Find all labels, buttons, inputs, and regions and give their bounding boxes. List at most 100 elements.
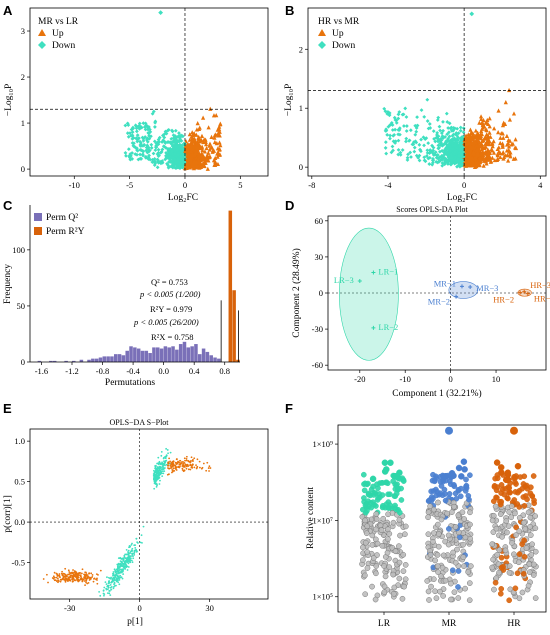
volcano-point-down xyxy=(401,112,406,117)
content-point xyxy=(491,586,497,593)
content-point xyxy=(377,522,384,529)
s-plot-point xyxy=(74,570,77,573)
volcano-point-down xyxy=(136,124,141,129)
s-plot-point xyxy=(205,469,208,472)
content-point xyxy=(516,514,523,521)
s-plot-point xyxy=(79,572,82,574)
histogram-bar xyxy=(178,344,183,362)
volcano-point-down xyxy=(440,134,445,139)
volcano-point-down xyxy=(412,149,417,154)
content-point xyxy=(367,499,374,506)
histogram-bar xyxy=(209,355,213,362)
volcano-point-down xyxy=(145,139,150,144)
score-point xyxy=(357,278,362,283)
volcano-point-down xyxy=(166,149,171,154)
s-plot-point xyxy=(152,474,155,477)
content-point xyxy=(430,506,437,513)
x-tick-label: -20 xyxy=(354,374,365,384)
content-point xyxy=(463,476,469,483)
s-plot-point xyxy=(55,576,58,579)
volcano-point-down xyxy=(172,147,177,152)
s-plot-point xyxy=(130,555,132,557)
volcano-point-down xyxy=(451,125,456,130)
volcano-point-down xyxy=(170,158,175,163)
volcano-point-down xyxy=(440,148,444,153)
volcano-point-down xyxy=(419,137,423,142)
volcano-point-up xyxy=(211,148,217,153)
annotation-q2: Q² = 0.753 xyxy=(151,277,188,287)
score-point-label: LR−3 xyxy=(334,275,354,285)
content-point-high xyxy=(381,459,389,466)
s-plot-point xyxy=(77,572,80,575)
volcano-point-up xyxy=(487,130,492,135)
s-plot-point xyxy=(126,569,129,571)
x-tick-label: -8 xyxy=(308,180,315,190)
s-plot-point xyxy=(109,594,112,596)
s-plot-point xyxy=(63,573,66,575)
volcano-point-down xyxy=(433,152,437,157)
content-point xyxy=(489,564,495,571)
content-point xyxy=(521,553,528,560)
volcano-point-up xyxy=(511,156,516,161)
volcano-point-down xyxy=(175,140,180,144)
histogram-bar xyxy=(121,355,126,362)
s-plot-point xyxy=(201,466,204,469)
s-plot-point xyxy=(187,460,190,463)
s-plot-point xyxy=(161,475,164,478)
content-point xyxy=(515,559,522,566)
volcano-point-up xyxy=(504,133,510,139)
s-plot-point xyxy=(156,478,159,481)
content-point xyxy=(438,516,445,523)
volcano-point-down xyxy=(165,155,169,160)
s-plot-point xyxy=(161,470,164,473)
volcano-point-up xyxy=(478,142,483,147)
volcano-point-down xyxy=(442,150,447,155)
s-plot-point xyxy=(85,581,87,584)
volcano-point-down xyxy=(168,146,173,151)
s-plot-point xyxy=(121,569,124,572)
s-plot-point xyxy=(42,578,45,580)
content-point xyxy=(498,554,505,561)
s-plot-point xyxy=(57,574,59,577)
content-point xyxy=(492,475,498,482)
annotation-r2y-p: p < 0.005 (26/200) xyxy=(133,317,199,327)
s-plot-point xyxy=(83,576,85,579)
s-plot-point xyxy=(88,572,91,575)
volcano-point-up xyxy=(506,158,511,163)
s-plot-point xyxy=(155,470,158,473)
volcano-point-down xyxy=(393,127,398,132)
content-point xyxy=(389,544,396,551)
volcano-point-down xyxy=(443,151,447,156)
volcano-point-up xyxy=(196,135,201,141)
volcano-point-down xyxy=(164,150,168,155)
content-point xyxy=(466,580,473,586)
y-tick-label: 50 xyxy=(17,301,26,311)
content-point xyxy=(451,482,457,488)
volcano-point-up xyxy=(484,136,490,141)
volcano-point-up xyxy=(184,162,189,168)
s-plot-point xyxy=(51,577,54,579)
content-point xyxy=(400,551,407,558)
content-point xyxy=(504,529,510,536)
volcano-point-down xyxy=(426,141,431,146)
s-plot-point xyxy=(88,577,91,579)
volcano-point-down xyxy=(458,140,462,145)
panel-letter-c: C xyxy=(3,198,13,213)
content-point xyxy=(519,485,526,492)
volcano-point-down xyxy=(150,157,155,162)
s-plot-point xyxy=(127,562,130,565)
y-tick-label: 0 xyxy=(319,288,323,298)
s-plot-point xyxy=(68,571,71,573)
s-plot-point xyxy=(76,579,79,582)
volcano-point-up xyxy=(478,114,484,119)
y-tick-label: 30 xyxy=(315,252,324,262)
s-plot-point xyxy=(106,588,109,591)
volcano-point-up xyxy=(191,136,196,141)
s-plot-point xyxy=(90,572,93,575)
volcano-point-up xyxy=(504,148,510,153)
s-plot-point xyxy=(128,558,131,561)
s-plot-point xyxy=(121,570,124,573)
s-plot-point xyxy=(99,569,102,572)
s-plot-point xyxy=(61,570,63,573)
content-point xyxy=(369,542,376,548)
